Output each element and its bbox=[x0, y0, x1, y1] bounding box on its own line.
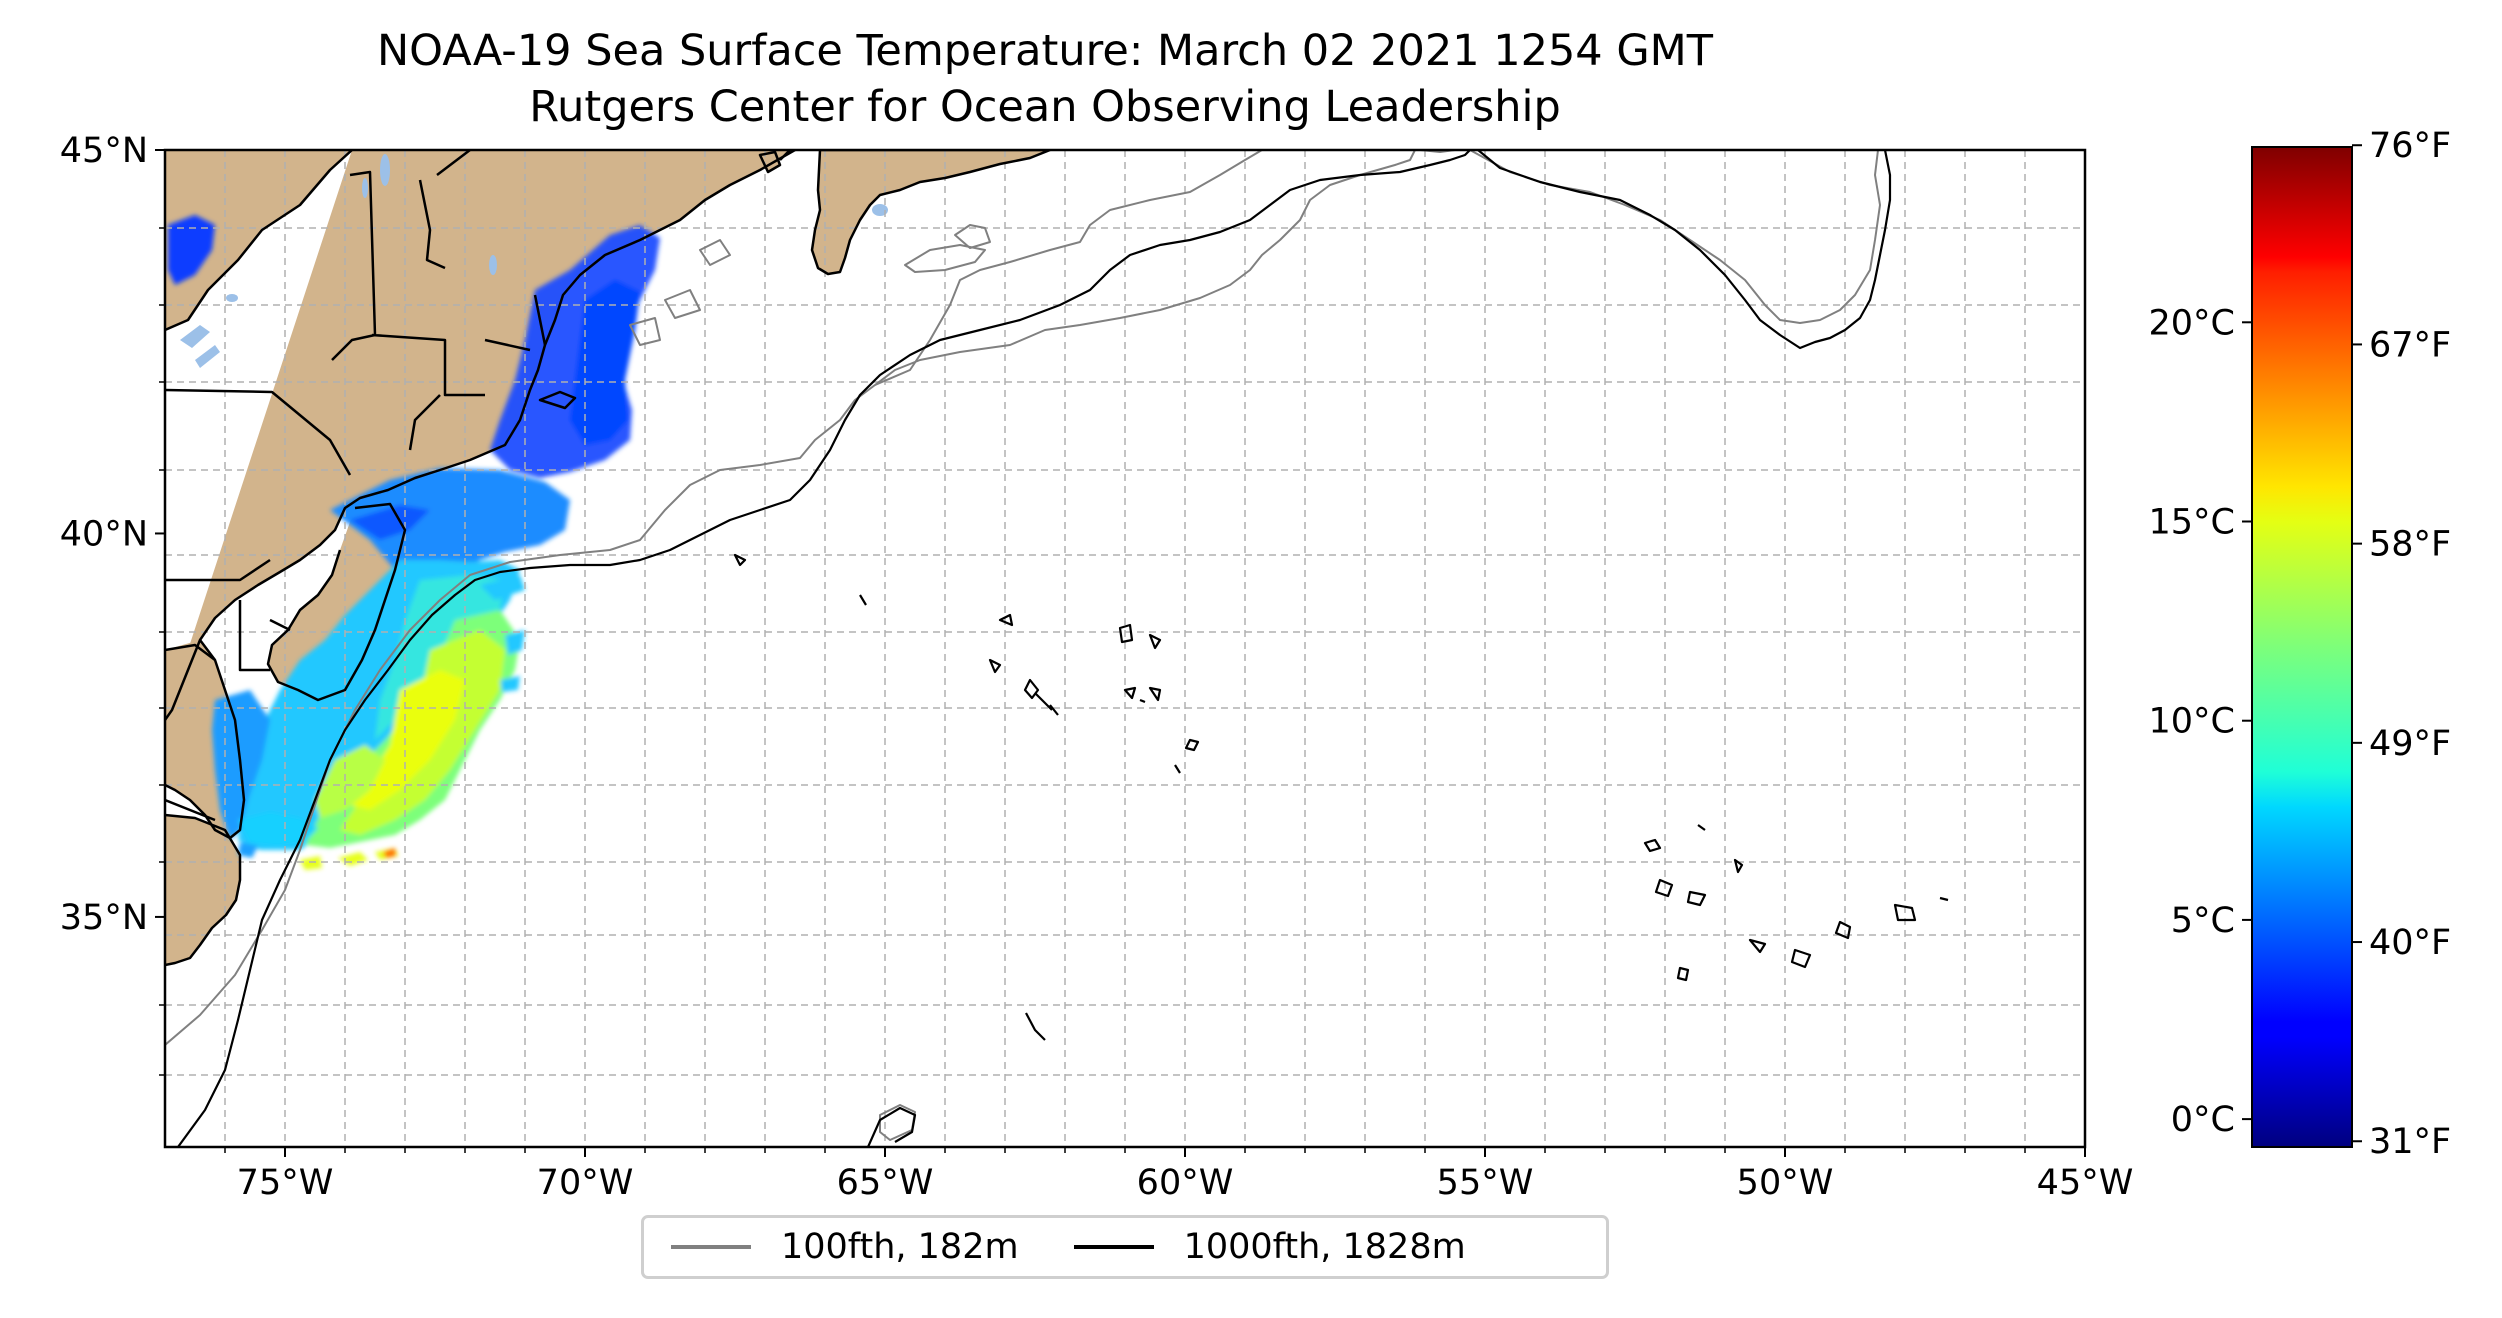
axis-minor-ticks bbox=[159, 227, 2026, 1153]
legend-item-1000fth: 1000fth, 1828m bbox=[1047, 1227, 1466, 1267]
lat-tick-label: 35°N bbox=[60, 898, 148, 938]
colorbar-frame bbox=[2251, 146, 2353, 1148]
celsius-tick-label: 5°C bbox=[2171, 901, 2235, 941]
celsius-tick-label: 20°C bbox=[2149, 303, 2235, 343]
lat-tick-label: 40°N bbox=[60, 514, 148, 554]
fahrenheit-tick-label: 40°F bbox=[2369, 923, 2451, 963]
map-title: NOAA-19 Sea Surface Temperature: March 0… bbox=[376, 26, 1714, 76]
fahrenheit-tick-label: 58°F bbox=[2369, 525, 2451, 565]
legend-label-100fth: 100fth, 182m bbox=[781, 1227, 1019, 1267]
celsius-tick-label: 15°C bbox=[2149, 503, 2235, 543]
lon-tick-label: 65°W bbox=[837, 1163, 934, 1203]
colorbar-fahrenheit-axis: 31°F 40°F 49°F 58°F 67°F 76°F bbox=[2352, 126, 2451, 1162]
fahrenheit-tick-label: 67°F bbox=[2369, 325, 2451, 365]
lat-tick-label: 45°N bbox=[60, 131, 148, 171]
latitude-axis: 35°N 40°N 45°N bbox=[60, 131, 165, 938]
lon-tick-label: 70°W bbox=[537, 1163, 634, 1203]
legend-swatch-black-line bbox=[1073, 1245, 1154, 1249]
lon-tick-label: 45°W bbox=[2037, 1163, 2134, 1203]
lon-tick-label: 60°W bbox=[1137, 1163, 1234, 1203]
map-panel bbox=[165, 150, 2085, 1147]
legend-swatch-gray-line bbox=[671, 1245, 751, 1249]
colorbar-celsius-axis: 0°C 5°C 10°C 15°C 20°C bbox=[2149, 303, 2252, 1140]
map-subtitle: Rutgers Center for Ocean Observing Leade… bbox=[529, 82, 1561, 132]
fahrenheit-tick-label: 49°F bbox=[2369, 724, 2451, 764]
coastline-borders bbox=[165, 150, 1051, 967]
lon-tick-label: 50°W bbox=[1737, 1163, 1834, 1203]
sst-swath bbox=[168, 215, 660, 870]
legend-label-1000fth: 1000fth, 1828m bbox=[1183, 1227, 1466, 1267]
fahrenheit-tick-label: 76°F bbox=[2369, 126, 2451, 166]
celsius-tick-label: 0°C bbox=[2171, 1100, 2235, 1140]
longitude-axis: 75°W 70°W 65°W 60°W 55°W 50°W 45°W bbox=[237, 1147, 2134, 1203]
graticule bbox=[165, 150, 2085, 1147]
legend: 100fth, 182m 1000fth, 1828m bbox=[641, 1215, 1609, 1279]
colorbar-gradient bbox=[2252, 147, 2352, 1147]
lon-tick-label: 75°W bbox=[237, 1163, 334, 1203]
legend-item-100fth: 100fth, 182m bbox=[644, 1227, 1019, 1267]
colorbar: 0°C 5°C 10°C 15°C 20°C 31°F 40°F 49°F 58°F 67°F 7… bbox=[2149, 126, 2452, 1162]
isobath-1000fth bbox=[177, 150, 1949, 1147]
fahrenheit-tick-label: 31°F bbox=[2369, 1122, 2451, 1162]
celsius-tick-label: 10°C bbox=[2149, 702, 2235, 742]
lon-tick-label: 55°W bbox=[1437, 1163, 1534, 1203]
